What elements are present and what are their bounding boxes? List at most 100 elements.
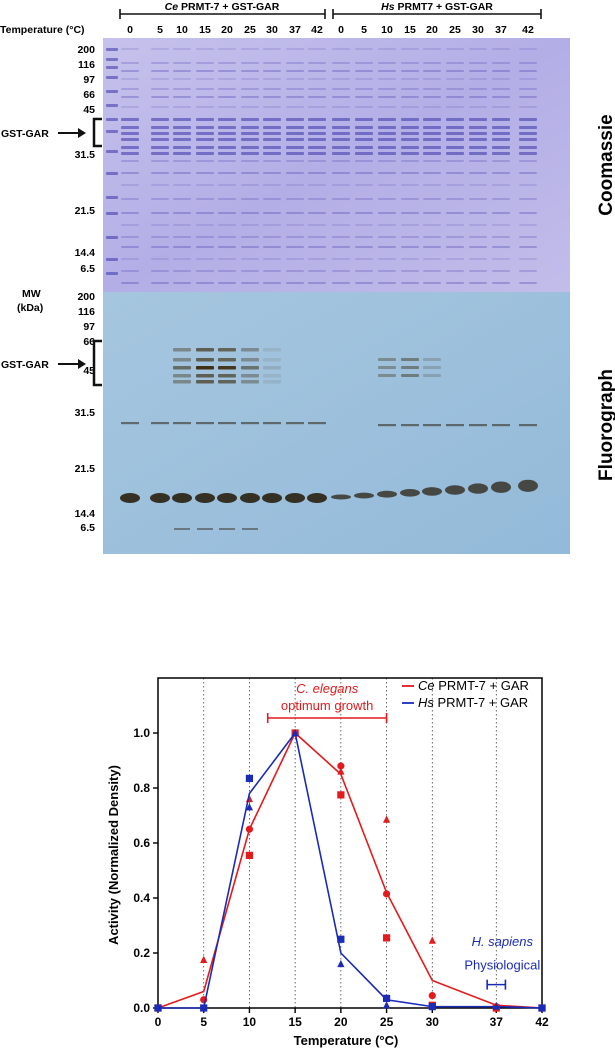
coomassie-band: [121, 152, 139, 155]
fluor-band: [242, 528, 258, 530]
coomassie-band: [151, 172, 169, 174]
coomassie-band: [308, 152, 326, 155]
mw-marker-label: 200: [77, 291, 95, 303]
coomassie-band: [241, 70, 259, 72]
coomassie-band: [263, 282, 281, 284]
fluor-band: [218, 380, 236, 384]
fluor-band: [263, 358, 281, 362]
coomassie-band: [121, 138, 139, 141]
coomassie-band: [378, 212, 396, 214]
coomassie-band: [446, 126, 464, 129]
coomassie-band: [241, 62, 259, 64]
x-tick-label: 25: [380, 1015, 394, 1029]
x-tick-label: 42: [535, 1015, 549, 1029]
coomassie-band: [218, 132, 236, 135]
coomassie-band: [401, 236, 419, 238]
coomassie-band: [378, 106, 396, 108]
fluor-band: [195, 493, 215, 503]
coomassie-band: [151, 258, 169, 260]
coomassie-band: [423, 172, 441, 174]
coomassie-band: [121, 236, 139, 238]
data-point-square: [382, 934, 391, 942]
coomassie-band: [423, 258, 441, 260]
coomassie-band: [401, 88, 419, 90]
coomassie-band: [355, 172, 373, 174]
coomassie-band: [401, 138, 419, 141]
lane-temp-label: 10: [176, 24, 188, 36]
coomassie-band: [286, 258, 304, 260]
lane-temp-label: 5: [157, 24, 163, 36]
ladder-band: [106, 48, 118, 51]
fluorograph-bands: [120, 348, 538, 530]
coomassie-band: [151, 246, 169, 248]
coomassie-band: [423, 96, 441, 98]
lane-temp-label: 10: [381, 24, 393, 36]
coomassie-band: [218, 118, 236, 121]
ladder-band: [106, 130, 118, 133]
fluor-band: [218, 422, 236, 425]
coomassie-band: [121, 132, 139, 135]
kda-label: (kDa): [17, 302, 43, 314]
coomassie-band: [308, 96, 326, 98]
coomassie-band: [308, 160, 326, 162]
fluor-band: [423, 358, 441, 361]
coomassie-band: [469, 184, 487, 186]
fluor-band: [241, 358, 259, 362]
coomassie-band: [332, 212, 350, 214]
coomassie-band: [446, 236, 464, 238]
coomassie-band: [286, 126, 304, 129]
coomassie-band: [121, 118, 139, 121]
coomassie-band: [218, 146, 236, 149]
coomassie-band: [423, 88, 441, 90]
coomassie-band: [423, 106, 441, 108]
coomassie-band: [332, 282, 350, 284]
coomassie-band: [401, 126, 419, 129]
coomassie-band: [241, 198, 259, 200]
coomassie-band: [332, 106, 350, 108]
header-bracket-left: [119, 9, 326, 19]
coomassie-band: [263, 48, 281, 50]
coomassie-band: [401, 270, 419, 272]
coomassie-band: [332, 152, 350, 155]
coomassie-band: [401, 118, 419, 121]
coomassie-band: [469, 70, 487, 72]
coomassie-band: [446, 152, 464, 155]
coomassie-band: [263, 132, 281, 135]
coomassie-band: [492, 106, 510, 108]
coomassie-band: [218, 62, 236, 64]
coomassie-band: [308, 184, 326, 186]
coomassie-band: [151, 88, 169, 90]
fluor-band: [173, 422, 191, 425]
coomassie-band: [519, 138, 537, 141]
coomassie-band: [519, 152, 537, 155]
coomassie-band: [423, 160, 441, 162]
coomassie-band: [218, 184, 236, 186]
coomassie-band: [332, 138, 350, 141]
coomassie-band: [469, 282, 487, 284]
mw-marker-label: 200: [77, 44, 95, 56]
coomassie-band: [173, 78, 191, 80]
coomassie-band: [196, 96, 214, 98]
coomassie-band: [332, 224, 350, 226]
coomassie-band: [151, 212, 169, 214]
coomassie-band: [196, 184, 214, 186]
coomassie-band: [423, 126, 441, 129]
coomassie-band: [446, 78, 464, 80]
coomassie-band: [286, 48, 304, 50]
coomassie-band: [173, 184, 191, 186]
coomassie-band: [492, 270, 510, 272]
coomassie-band: [218, 126, 236, 129]
coomassie-band: [378, 88, 396, 90]
coomassie-band: [378, 132, 396, 135]
lane-temp-label: 42: [311, 24, 323, 36]
coomassie-band: [401, 212, 419, 214]
header-right-title: Hs PRMT7 + GST-GAR: [381, 1, 493, 13]
data-point-triangle: [291, 728, 299, 737]
coomassie-band: [469, 96, 487, 98]
x-tick-label: 37: [490, 1015, 504, 1029]
coomassie-band: [378, 282, 396, 284]
coomassie-band: [121, 96, 139, 98]
fluor-band: [400, 488, 420, 497]
coomassie-band: [378, 152, 396, 155]
coomassie-band: [469, 88, 487, 90]
